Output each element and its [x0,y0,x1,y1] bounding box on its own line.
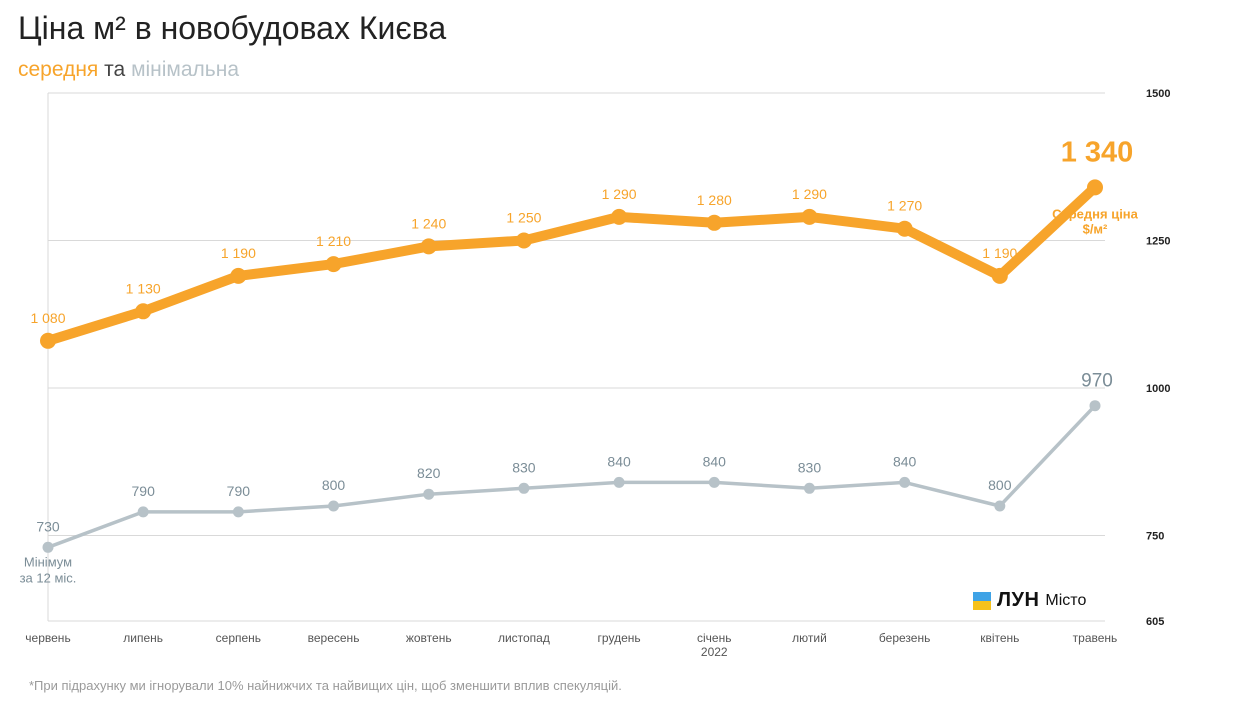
min-point [803,482,815,494]
avg-point [801,208,818,225]
min-point [708,476,720,488]
min-point [328,500,340,512]
avg-point [420,238,437,255]
min-data-label: 830 [798,459,822,475]
min-data-label: 800 [988,477,1012,493]
avg-end-annotation: Середня ціна [1052,206,1139,221]
min-point [994,500,1006,512]
logo-flag-icon [973,591,991,610]
x-tick-label: жовтень [406,631,452,645]
min-data-label: 790 [227,483,251,499]
x-tick-label: листопад [498,631,550,645]
logo-subtitle: Місто [1045,591,1087,609]
avg-data-label: 1 080 [30,310,65,326]
x-tick-label: березень [879,631,930,645]
x-tick-label: червень [25,631,70,645]
min-series-line [46,403,1097,550]
avg-data-label: 1 270 [887,198,922,214]
avg-data-label: 1 290 [792,186,827,202]
min-data-label: 800 [322,477,346,493]
x-tick-label: травень [1073,631,1118,645]
avg-point [991,267,1008,284]
min-point [423,488,435,500]
avg-end-annotation: $/м² [1083,221,1108,236]
y-tick-label: 1500 [1146,88,1170,100]
avg-point [611,208,628,225]
y-tick-label: 1000 [1146,383,1170,395]
avg-data-label: 1 250 [506,210,541,226]
avg-point [1087,179,1103,196]
min-data-label: 790 [132,483,156,499]
chart-title: Ціна м² в новобудовах Києва [18,10,447,46]
avg-series-layer: 1 080 1 130 1 190 1 210 1 240 1 250 1 290 1 280… [30,136,1139,349]
min-point [232,506,244,518]
x-tick-label: вересень [308,631,360,645]
subtitle-and: та [104,58,126,81]
avg-data-label: 1 130 [126,280,161,296]
x-tick-sublabel: 2022 [701,645,728,659]
avg-data-label: 1 290 [602,186,637,202]
y-tick-label: 1250 [1146,236,1170,248]
avg-data-label: 1 340 [1061,136,1134,168]
x-tick-label: липень [123,631,163,645]
min-point [613,476,625,488]
min-data-label: 820 [417,465,441,481]
min-point [42,541,54,553]
avg-data-label: 1 210 [316,233,351,249]
avg-point [40,332,56,349]
lun-logo: ЛУН Місто [973,589,1086,612]
min-point [518,482,530,494]
x-tick-label: лютий [792,631,827,645]
min-series-layer: 730 790 790 800 820 830 840 840 830 840 800 970 Міні… [20,371,1113,586]
min-data-label: 830 [512,459,536,475]
avg-series-line [43,182,1100,346]
footnote: *При підрахунку ми ігнорували 10% найниж… [29,678,622,693]
y-tick-label: 750 [1146,531,1164,543]
avg-data-label: 1 240 [411,215,446,231]
avg-point [515,232,532,249]
subtitle-minimum: мінімальна [131,58,240,81]
min-data-label: 730 [36,518,60,534]
avg-data-label: 1 190 [221,245,256,261]
min-point [1089,400,1101,412]
min-data-label: 840 [607,453,631,469]
chart-subtitle: середня та мінімальна [18,58,239,82]
avg-data-label: 1 280 [697,192,732,208]
y-tick-label: 605 [1146,616,1164,628]
x-tick-label: грудень [598,631,641,645]
logo-word: ЛУН [997,589,1040,611]
axis-layer: 1500 1250 1000 750 605 червень липень серпень ве… [25,88,1170,659]
min-start-annotation: Мінімум [24,554,72,569]
avg-point [896,220,913,237]
x-tick-label: серпень [216,631,261,645]
min-point [899,476,911,488]
min-start-annotation: за 12 міс. [20,570,77,585]
grid-layer [47,92,1105,622]
subtitle-average: середня [18,58,99,81]
x-tick-label: січень [697,631,731,645]
min-point [137,506,149,518]
min-data-label: 840 [703,453,727,469]
avg-point [706,214,723,231]
avg-point [325,256,342,273]
avg-data-label: 1 190 [982,245,1017,261]
avg-point [230,267,247,284]
avg-point [135,303,152,320]
x-tick-label: квітень [980,631,1019,645]
min-data-label: 840 [893,453,917,469]
min-data-label: 970 [1081,371,1113,392]
